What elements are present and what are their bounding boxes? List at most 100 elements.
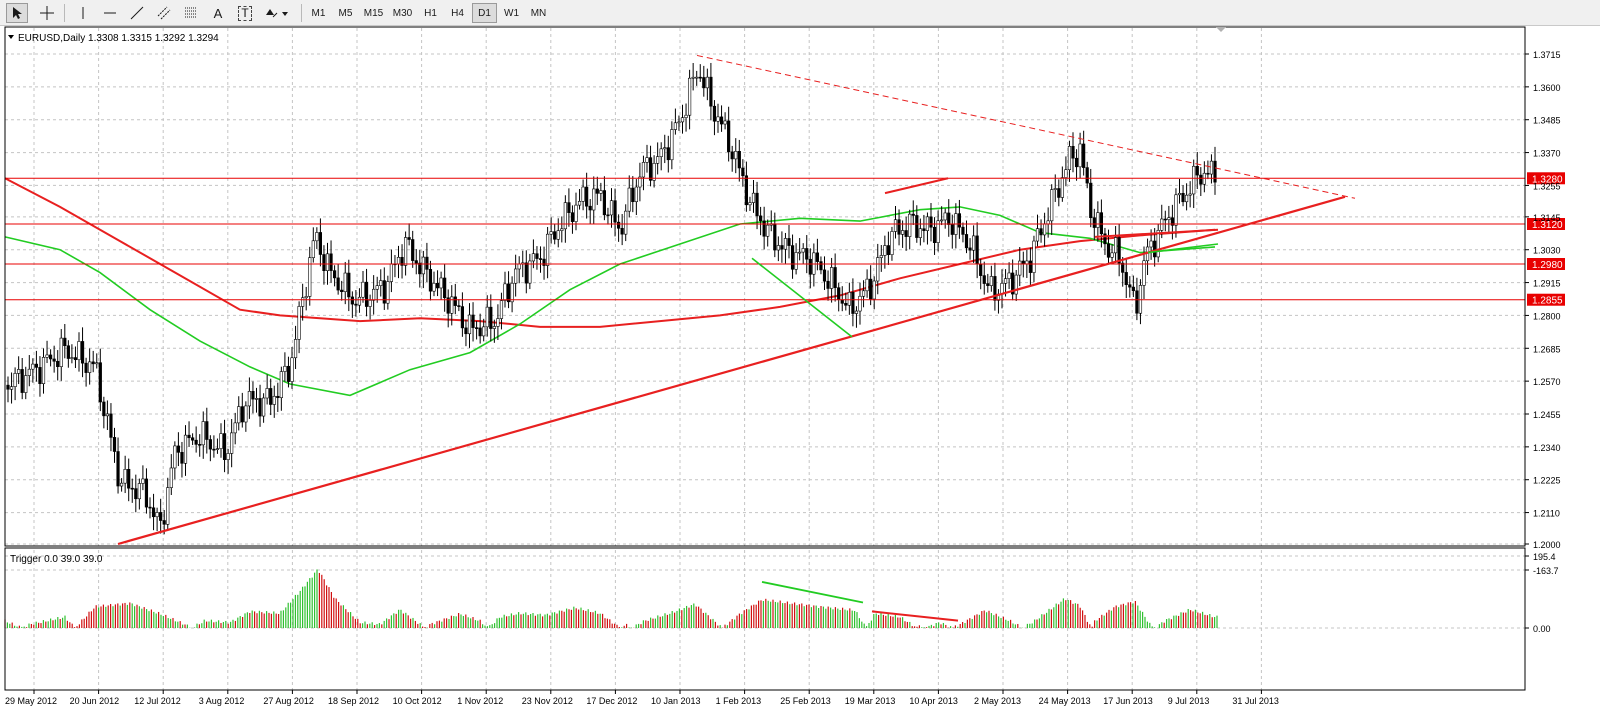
candle-body — [758, 215, 763, 222]
candle-body — [766, 224, 770, 237]
resistance-trendline[interactable] — [696, 54, 1356, 199]
green-short-trendline[interactable] — [1147, 243, 1219, 254]
candle-body — [1117, 237, 1121, 264]
candle-body — [332, 270, 337, 279]
support-trendline[interactable] — [117, 195, 1346, 546]
candle-body — [17, 369, 21, 374]
vertical-line-button[interactable] — [72, 3, 94, 23]
candle-body — [900, 230, 905, 235]
candle-body — [485, 306, 489, 328]
toolbar: A T M1 M5 M15 M30 H1 H4 D1 W1 MN — [0, 0, 1600, 26]
candle-body — [624, 210, 628, 235]
candle-body — [957, 213, 961, 228]
timeframe-m5[interactable]: M5 — [338, 7, 353, 19]
horizontal-line-button[interactable] — [99, 3, 121, 23]
candle-body — [63, 337, 67, 347]
candle-body — [798, 251, 802, 254]
candle-body — [137, 483, 141, 500]
indicator-tick-label: -163.7 — [1533, 566, 1559, 576]
slow-moving-average — [4, 177, 1216, 328]
date-tick-label: 31 Jul 2013 — [1232, 696, 1279, 706]
price-tick-label: 1.2800 — [1533, 311, 1561, 321]
price-tick-label: 1.2000 — [1533, 540, 1561, 550]
trendlines — [117, 54, 1356, 546]
cursor-button[interactable] — [6, 3, 28, 23]
candle-body — [102, 401, 106, 417]
chart-menu-arrow[interactable] — [8, 35, 14, 39]
arrows-dropdown-icon — [266, 9, 288, 18]
candle-body — [1181, 192, 1185, 203]
channel-button[interactable] — [153, 3, 175, 23]
text-label-button[interactable]: T — [234, 3, 256, 23]
timeframe-w1[interactable]: W1 — [504, 7, 519, 19]
candle-body — [112, 437, 117, 452]
candle-body — [1170, 217, 1174, 226]
candle-body — [716, 116, 720, 122]
candle-body — [1121, 262, 1125, 273]
shift-marker[interactable] — [1216, 27, 1226, 32]
timeframe-m30[interactable]: M30 — [392, 7, 413, 19]
green-trendline[interactable] — [751, 257, 853, 338]
timeframe-m1[interactable]: M1 — [311, 7, 326, 19]
candle-body — [506, 283, 511, 303]
date-tick-label: 17 Jun 2013 — [1103, 696, 1153, 706]
candle-body — [616, 221, 621, 229]
candle-body — [922, 228, 926, 231]
candle-body — [783, 238, 788, 250]
candle-body — [478, 327, 482, 337]
candle-body — [457, 305, 461, 307]
arrows-dropdown-button[interactable] — [261, 3, 293, 23]
crosshair-icon — [40, 6, 54, 20]
price-tick-label: 1.2570 — [1533, 377, 1561, 387]
candle-body — [691, 76, 695, 79]
candle-body — [52, 358, 56, 362]
timeframe-h4[interactable]: H4 — [451, 7, 464, 19]
candle-body — [641, 162, 646, 178]
candle-body — [595, 188, 599, 194]
candle-body — [9, 386, 14, 390]
price-tick-label: 1.2110 — [1533, 509, 1560, 519]
candle-body — [237, 406, 241, 424]
candle-body — [208, 439, 212, 450]
candle-body — [822, 269, 827, 282]
candle-body — [599, 190, 603, 194]
cursor-icon — [13, 7, 22, 19]
candle-body — [151, 507, 156, 518]
trendline-button[interactable] — [126, 3, 148, 23]
candle-body — [631, 187, 635, 203]
candle-body — [886, 245, 890, 255]
timeframe-d1[interactable]: D1 — [472, 3, 497, 23]
fibonacci-button[interactable] — [180, 3, 202, 23]
indicator-divergence-line[interactable] — [761, 581, 864, 604]
candle-body — [212, 448, 216, 451]
divergence-trendline[interactable] — [884, 177, 949, 195]
crosshair-button[interactable] — [36, 3, 58, 23]
candle-body — [858, 295, 862, 312]
candle-body — [279, 371, 283, 398]
candle-body — [418, 262, 422, 275]
candle-body — [805, 248, 809, 260]
candle-body — [105, 413, 109, 417]
candle-body — [947, 212, 951, 225]
candle-body — [464, 327, 468, 335]
timeframe-h1[interactable]: H1 — [424, 7, 437, 19]
candle-body — [453, 296, 457, 306]
candle-body — [155, 512, 159, 518]
timeframe-mn[interactable]: MN — [530, 7, 547, 19]
trendline-icon — [130, 6, 144, 20]
indicator-divergence-line[interactable] — [871, 610, 959, 622]
price-level-tag — [1527, 172, 1565, 185]
timeframe-m15[interactable]: M15 — [363, 7, 384, 19]
candle-body — [677, 121, 681, 124]
date-tick-label: 17 Dec 2012 — [586, 696, 637, 706]
candle-body — [748, 202, 752, 206]
candle-body — [570, 212, 575, 222]
date-tick-label: 19 Mar 2013 — [845, 696, 896, 706]
candle-body — [790, 245, 795, 270]
text-tool-button[interactable]: A — [207, 3, 229, 23]
candle-body — [826, 280, 830, 289]
short-trendline[interactable] — [1094, 228, 1219, 238]
candle-body — [492, 326, 496, 329]
date-axis: 29 May 2012 20 Jun 2012 12 Jul 2012 3 Aug 2… — [5, 690, 1279, 706]
